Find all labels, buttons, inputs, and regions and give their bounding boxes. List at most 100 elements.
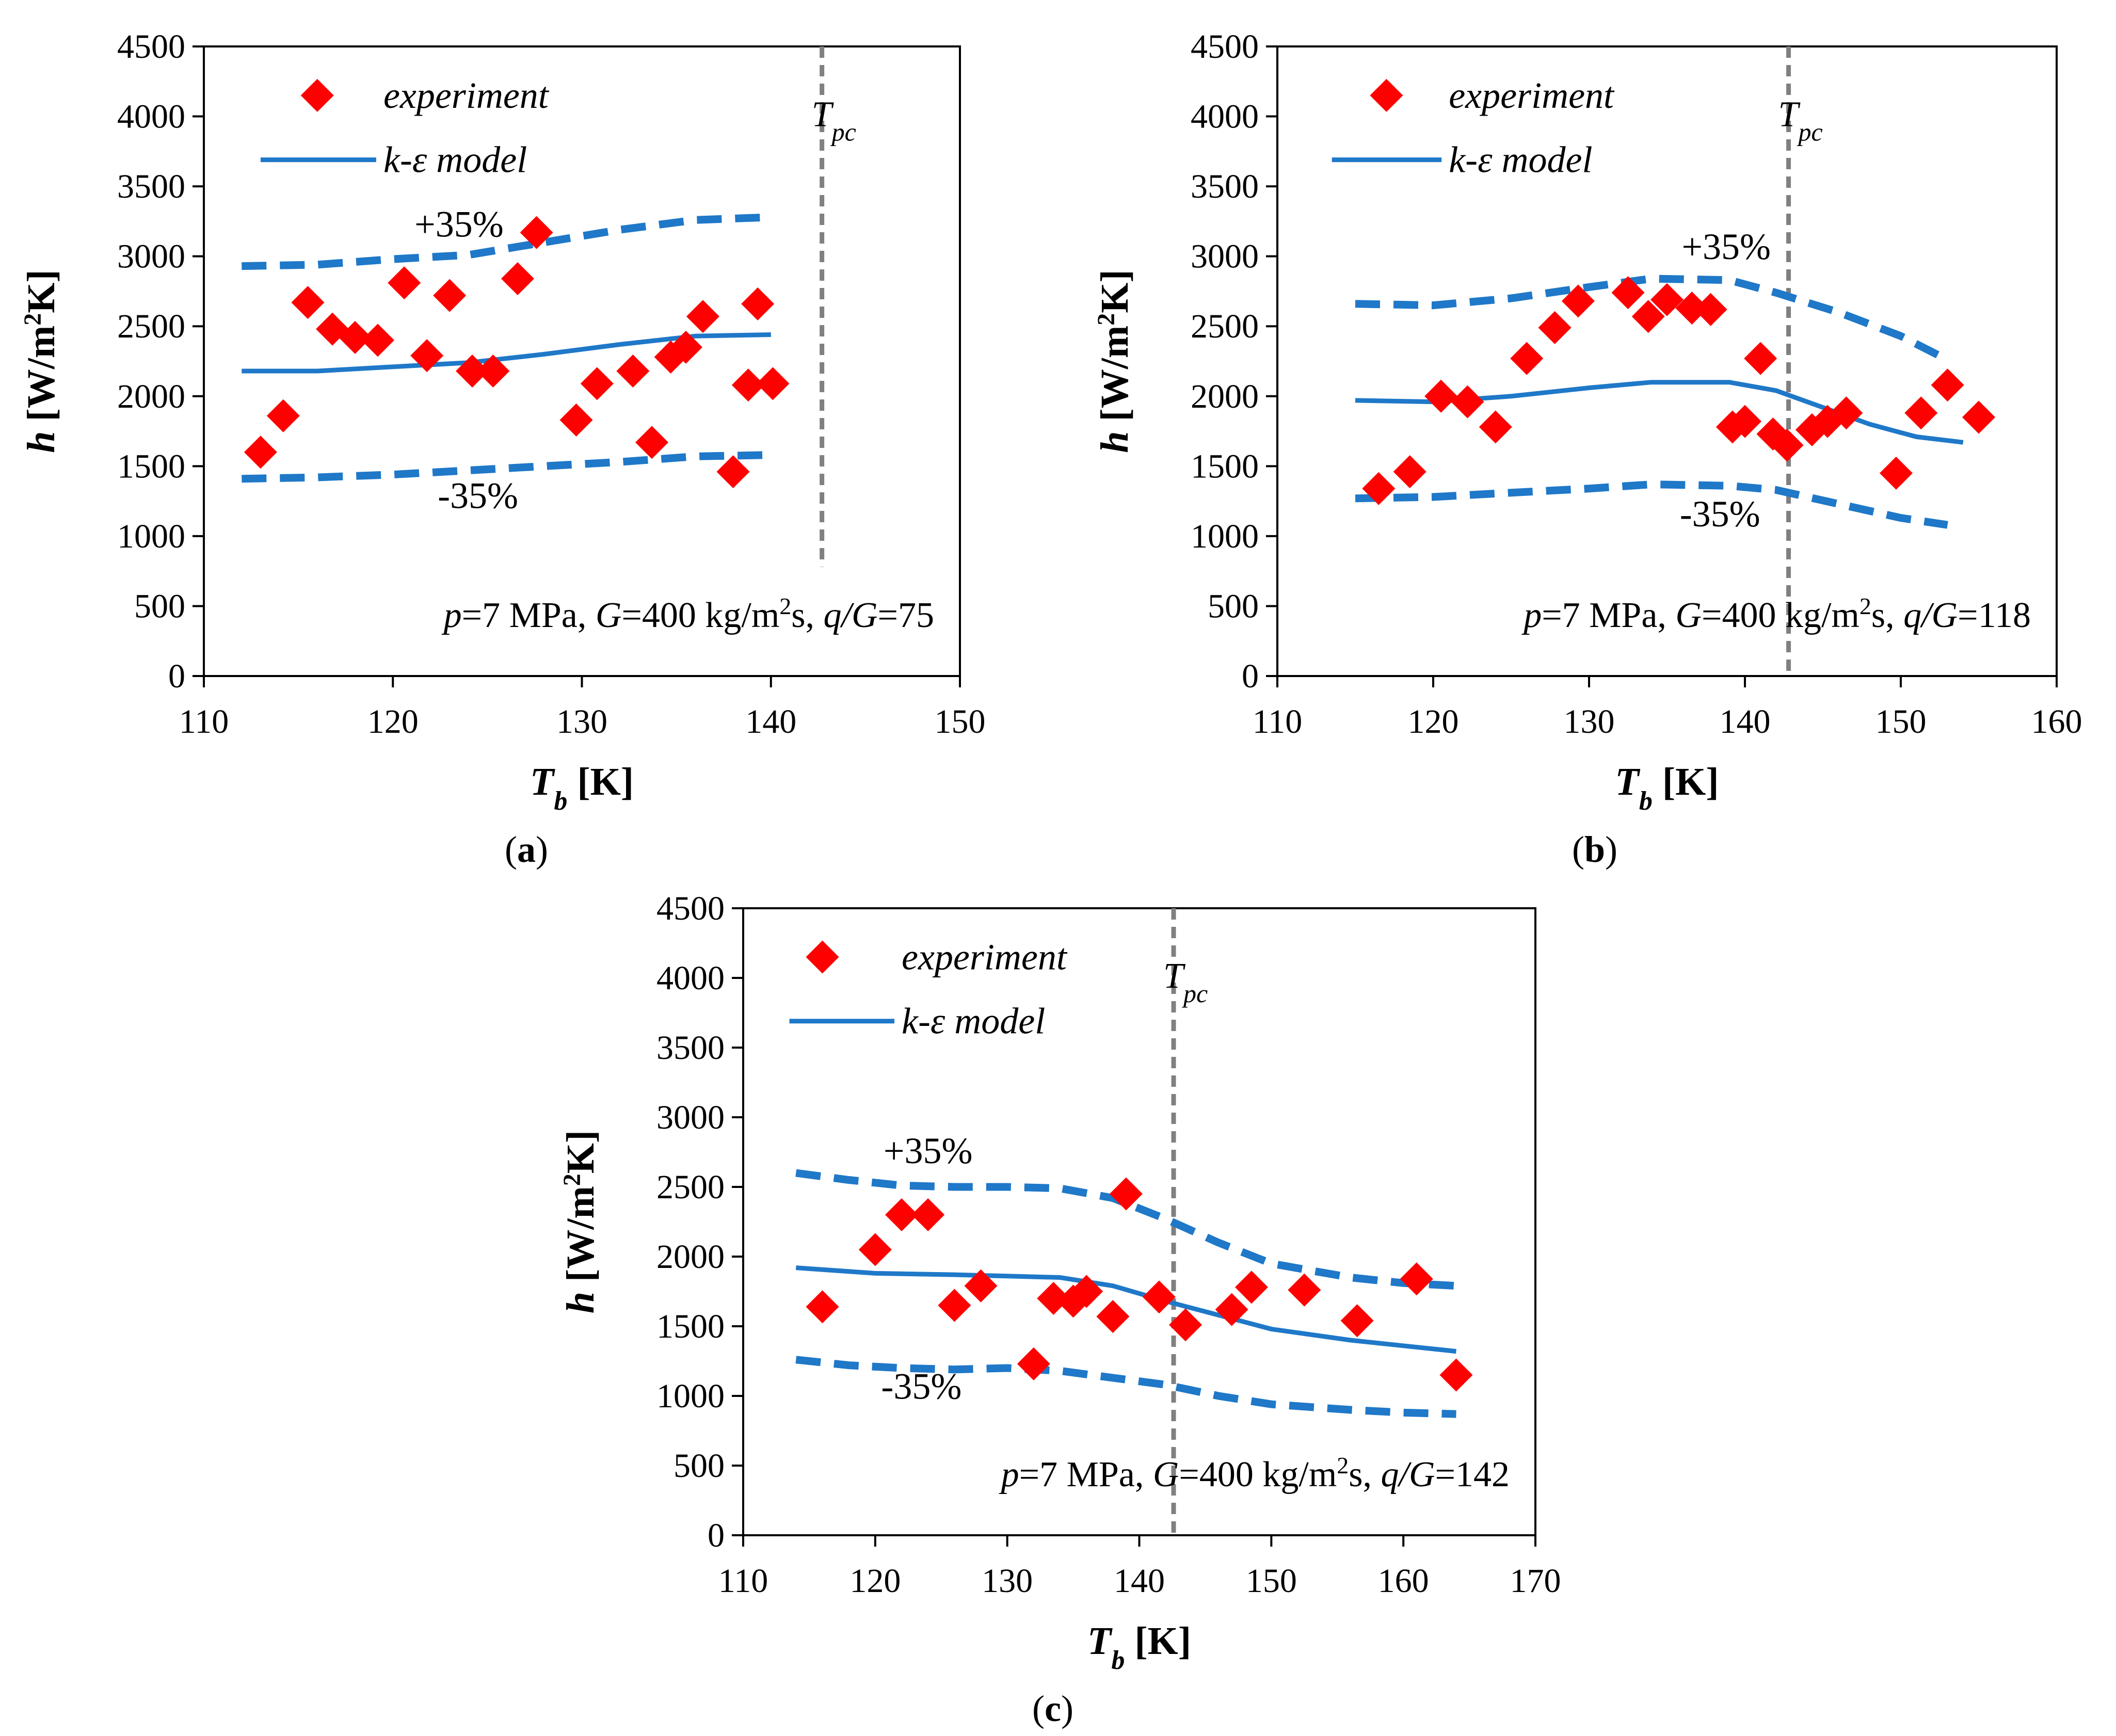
experiment-point xyxy=(1439,1358,1473,1392)
x-tick-label: 110 xyxy=(718,1562,768,1600)
experiment-point xyxy=(1931,368,1964,402)
experiment-point xyxy=(410,339,444,373)
experiment-point xyxy=(616,354,650,388)
experiment-point xyxy=(1904,396,1938,430)
experiment-point xyxy=(1096,1300,1130,1333)
experiment-point xyxy=(1611,276,1645,310)
x-tick-label: 170 xyxy=(1510,1562,1561,1600)
x-tick-label: 140 xyxy=(1720,703,1771,741)
y-tick-label: 2500 xyxy=(656,1168,725,1206)
y-tick-label: 2500 xyxy=(117,308,185,345)
legend-model-label: k-ε model xyxy=(902,1001,1045,1042)
x-tick-label: 120 xyxy=(1408,703,1459,741)
y-tick-label: 500 xyxy=(134,587,185,625)
x-tick-label: 150 xyxy=(1246,1562,1297,1600)
experiment-point xyxy=(806,1290,839,1324)
y-tick-label: 500 xyxy=(1208,587,1259,625)
experiment-point xyxy=(1393,455,1426,489)
experiment-point xyxy=(1879,456,1913,490)
band-minus-label: -35% xyxy=(438,475,518,517)
legend-model-label: k-ε model xyxy=(383,139,527,181)
experiment-point xyxy=(964,1269,998,1303)
band-minus-label: -35% xyxy=(881,1365,961,1407)
x-axis-title: Tb [K] xyxy=(530,760,634,816)
experiment-point xyxy=(1650,283,1684,316)
y-tick-label: 4500 xyxy=(117,28,185,66)
x-tick-label: 120 xyxy=(367,703,419,741)
experiment-point xyxy=(741,287,775,320)
tpc-label: Tpc xyxy=(1163,956,1208,1008)
condition-note: p=7 MPa, G=400 kg/m2s, q/G=118 xyxy=(1521,593,2031,636)
band-minus-35-line xyxy=(242,451,771,483)
experiment-point xyxy=(1109,1177,1143,1211)
experiment-point xyxy=(686,300,719,333)
y-tick-label: 3500 xyxy=(117,168,185,205)
x-tick-label: 130 xyxy=(556,703,607,741)
band-plus-label: +35% xyxy=(884,1130,973,1171)
experiment-point xyxy=(911,1198,945,1231)
y-tick-label: 3000 xyxy=(656,1099,725,1136)
tpc-label: Tpc xyxy=(1778,95,1823,147)
experiment-point xyxy=(1169,1308,1203,1342)
y-tick-label: 4000 xyxy=(1191,98,1259,136)
x-tick-label: 110 xyxy=(1253,703,1303,741)
x-tick-label: 130 xyxy=(1564,703,1615,741)
experiment-point xyxy=(756,367,790,400)
y-tick-label: 2000 xyxy=(1191,378,1259,415)
experiment-point xyxy=(433,279,467,312)
experiment-point xyxy=(858,1233,892,1266)
condition-note: p=7 MPa, G=400 kg/m2s, q/G=142 xyxy=(999,1452,1510,1495)
y-tick-label: 3500 xyxy=(656,1029,725,1067)
experiment-point xyxy=(1340,1304,1374,1338)
experiment-point xyxy=(731,368,765,402)
legend-experiment-marker xyxy=(1370,78,1403,112)
y-tick-label: 4500 xyxy=(1191,28,1259,66)
experiment-point xyxy=(1694,293,1727,326)
experiment-point xyxy=(266,399,300,432)
y-axis-title: h [W/m2K] xyxy=(19,269,63,453)
x-axis-title: Tb [K] xyxy=(1615,760,1719,816)
experiment-point xyxy=(1631,300,1665,333)
legend-experiment-marker xyxy=(300,78,334,112)
experiment-point xyxy=(1400,1262,1433,1296)
band-minus-35-line xyxy=(1355,480,1948,529)
experiment-point xyxy=(456,354,489,388)
experiment-point xyxy=(635,426,669,459)
experiment-point xyxy=(1770,428,1804,462)
y-tick-label: 1500 xyxy=(656,1308,725,1345)
plot-area xyxy=(742,907,1536,1536)
y-tick-label: 500 xyxy=(674,1447,725,1485)
y-axis-title: h [W/m2K] xyxy=(558,1130,603,1313)
y-tick-label: 3000 xyxy=(1191,238,1259,276)
experiment-point xyxy=(1362,472,1396,505)
experiment-point xyxy=(1017,1347,1050,1380)
experiment-point xyxy=(1675,291,1709,325)
y-axis-title: h [W/m2K] xyxy=(1093,269,1137,453)
x-tick-label: 140 xyxy=(745,703,796,741)
experiment-point xyxy=(1037,1282,1070,1315)
band-plus-label: +35% xyxy=(1681,226,1771,267)
experiment-point xyxy=(1561,284,1595,318)
x-tick-label: 150 xyxy=(1875,703,1927,741)
condition-note: p=7 MPa, G=400 kg/m2s, q/G=75 xyxy=(441,593,934,636)
experiment-point xyxy=(244,436,277,469)
experiment-point xyxy=(1510,342,1544,375)
model-line xyxy=(1355,380,1964,445)
x-tick-label: 120 xyxy=(849,1562,901,1600)
y-tick-label: 4000 xyxy=(117,98,185,136)
experiment-point xyxy=(501,262,534,296)
band-plus-35-line xyxy=(242,213,772,270)
y-tick-label: 3000 xyxy=(117,238,185,276)
experiment-point xyxy=(520,216,553,249)
x-tick-label: 160 xyxy=(2031,703,2082,741)
panel-c: 0 500 1000 1500 2000 2500 3000 3500 4000 4500 110 1… xyxy=(558,890,1561,1729)
band-plus-35-line xyxy=(795,1169,1456,1290)
x-tick-label: 150 xyxy=(935,703,986,741)
experiment-point xyxy=(1728,405,1761,438)
experiment-point xyxy=(388,266,421,300)
panel-a: 0 500 1000 1500 2000 2500 3000 3500 4000 4500 110 1… xyxy=(19,28,986,870)
experiment-point xyxy=(885,1198,918,1231)
experiment-point xyxy=(1451,385,1484,419)
y-tick-label: 0 xyxy=(708,1517,725,1554)
